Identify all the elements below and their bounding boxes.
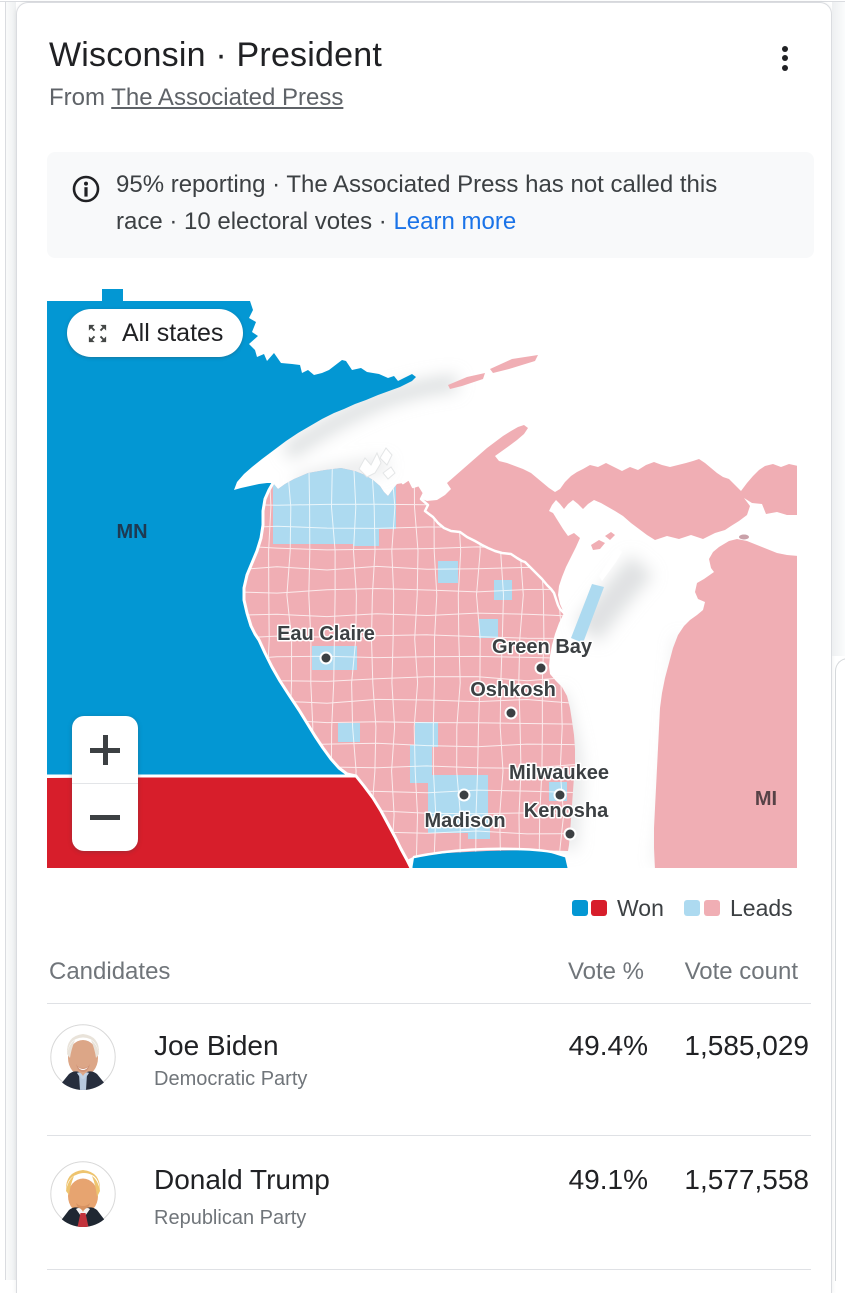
svg-text:MN: MN	[116, 521, 147, 543]
svg-text:MI: MI	[755, 788, 777, 810]
svg-text:Green Bay: Green Bay	[492, 636, 593, 658]
svg-text:Milwaukee: Milwaukee	[509, 762, 609, 784]
svg-text:Madison: Madison	[424, 810, 505, 832]
svg-text:Eau Claire: Eau Claire	[277, 623, 375, 645]
svg-text:Kenosha: Kenosha	[524, 800, 609, 822]
svg-text:Oshkosh: Oshkosh	[470, 679, 556, 701]
